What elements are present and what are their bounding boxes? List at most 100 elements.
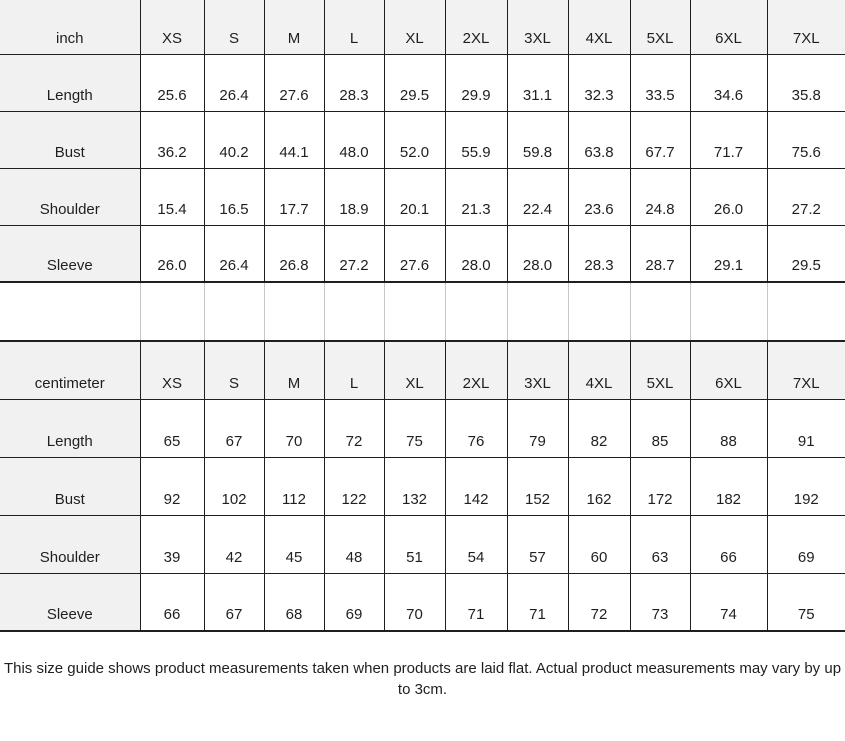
measurement-value-cell: 182 xyxy=(689,457,767,516)
measurement-value-cell: 102 xyxy=(203,457,264,516)
gap-column-line xyxy=(204,283,264,340)
measurement-value-cell: 79 xyxy=(506,399,568,458)
measurement-value-cell: 67 xyxy=(203,399,264,458)
measurement-value-cell: 66 xyxy=(139,573,204,632)
measurement-value-cell: 17.7 xyxy=(263,168,324,226)
measurement-value-cell: 69 xyxy=(323,573,384,632)
measurement-value-cell: 26.0 xyxy=(139,225,204,283)
measurement-value-cell: 28.0 xyxy=(444,225,507,283)
measurement-value-cell: 92 xyxy=(139,457,204,516)
measurement-value-cell: 74 xyxy=(689,573,767,632)
measurement-value-cell: 44.1 xyxy=(263,111,324,169)
measurement-value-cell: 26.0 xyxy=(689,168,767,226)
measurement-value-cell: 21.3 xyxy=(444,168,507,226)
measurement-value-cell: 71 xyxy=(506,573,568,632)
measurement-value-cell: 36.2 xyxy=(139,111,204,169)
measurement-value-cell: 26.8 xyxy=(263,225,324,283)
measurement-value-cell: 28.3 xyxy=(323,54,384,112)
size-header-cell: XL xyxy=(383,342,445,400)
row-label-cell: Bust xyxy=(0,111,140,169)
measurement-value-cell: 18.9 xyxy=(323,168,384,226)
measurement-value-cell: 66 xyxy=(689,515,767,574)
size-header-cell: M xyxy=(263,0,324,55)
measurement-value-cell: 67.7 xyxy=(629,111,690,169)
size-table-centimeter: centimeter XS S M L XL 2XL 3XL 4XL 5XL 6XL 7XL Lengt… xyxy=(0,342,845,632)
measurement-value-cell: 48 xyxy=(323,515,384,574)
measurement-value-cell: 31.1 xyxy=(506,54,568,112)
measurement-value-cell: 32.3 xyxy=(567,54,630,112)
measurement-value-cell: 59.8 xyxy=(506,111,568,169)
measurement-value-cell: 35.8 xyxy=(766,54,845,112)
size-header-cell: S xyxy=(203,0,264,55)
measurement-value-cell: 27.6 xyxy=(263,54,324,112)
gap-column-line xyxy=(384,283,445,340)
size-header-cell: 3XL xyxy=(506,0,568,55)
measurement-value-cell: 26.4 xyxy=(203,225,264,283)
measurement-value-cell: 15.4 xyxy=(139,168,204,226)
size-header-cell: 5XL xyxy=(629,0,690,55)
measurement-value-cell: 29.9 xyxy=(444,54,507,112)
measurement-value-cell: 75 xyxy=(766,573,845,632)
measurement-value-cell: 28.7 xyxy=(629,225,690,283)
measurement-value-cell: 71 xyxy=(444,573,507,632)
size-guide-note: This size guide shows product measuremen… xyxy=(3,660,842,698)
measurement-value-cell: 16.5 xyxy=(203,168,264,226)
gap-column-line xyxy=(264,283,324,340)
measurement-value-cell: 75.6 xyxy=(766,111,845,169)
measurement-value-cell: 60 xyxy=(567,515,630,574)
size-header-cell: 4XL xyxy=(567,0,630,55)
row-label-cell: Length xyxy=(0,399,140,458)
size-header-cell: XS xyxy=(139,342,204,400)
measurement-value-cell: 23.6 xyxy=(567,168,630,226)
measurement-value-cell: 192 xyxy=(766,457,845,516)
size-header-cell: 7XL xyxy=(766,0,845,55)
size-header-cell: 6XL xyxy=(689,342,767,400)
size-header-cell: 3XL xyxy=(506,342,568,400)
measurement-value-cell: 76 xyxy=(444,399,507,458)
measurement-value-cell: 48.0 xyxy=(323,111,384,169)
size-header-cell: 6XL xyxy=(689,0,767,55)
size-header-cell: XS xyxy=(139,0,204,55)
gap-column-line xyxy=(140,283,204,340)
measurement-value-cell: 42 xyxy=(203,515,264,574)
gap-column-line xyxy=(630,283,690,340)
measurement-value-cell: 91 xyxy=(766,399,845,458)
gap-column-line xyxy=(324,283,384,340)
measurement-value-cell: 152 xyxy=(506,457,568,516)
measurement-value-cell: 33.5 xyxy=(629,54,690,112)
measurement-value-cell: 29.5 xyxy=(766,225,845,283)
measurement-value-cell: 51 xyxy=(383,515,445,574)
measurement-value-cell: 70 xyxy=(383,573,445,632)
measurement-value-cell: 55.9 xyxy=(444,111,507,169)
measurement-value-cell: 122 xyxy=(323,457,384,516)
measurement-value-cell: 72 xyxy=(567,573,630,632)
measurement-value-cell: 69 xyxy=(766,515,845,574)
measurement-value-cell: 29.1 xyxy=(689,225,767,283)
measurement-value-cell: 67 xyxy=(203,573,264,632)
gap-column-line xyxy=(568,283,630,340)
measurement-value-cell: 65 xyxy=(139,399,204,458)
measurement-value-cell: 85 xyxy=(629,399,690,458)
size-header-cell: L xyxy=(323,342,384,400)
measurement-value-cell: 72 xyxy=(323,399,384,458)
measurement-value-cell: 88 xyxy=(689,399,767,458)
unit-label-cell: inch xyxy=(0,0,140,55)
size-header-cell: 5XL xyxy=(629,342,690,400)
measurement-value-cell: 24.8 xyxy=(629,168,690,226)
measurement-value-cell: 71.7 xyxy=(689,111,767,169)
measurement-value-cell: 27.2 xyxy=(766,168,845,226)
gap-column-line xyxy=(507,283,568,340)
measurement-value-cell: 73 xyxy=(629,573,690,632)
measurement-value-cell: 68 xyxy=(263,573,324,632)
gap-column-line xyxy=(767,283,845,340)
measurement-value-cell: 54 xyxy=(444,515,507,574)
measurement-value-cell: 82 xyxy=(567,399,630,458)
size-header-cell: L xyxy=(323,0,384,55)
measurement-value-cell: 20.1 xyxy=(383,168,445,226)
measurement-value-cell: 75 xyxy=(383,399,445,458)
size-header-cell: 7XL xyxy=(766,342,845,400)
row-label-cell: Shoulder xyxy=(0,168,140,226)
measurement-value-cell: 34.6 xyxy=(689,54,767,112)
measurement-value-cell: 27.2 xyxy=(323,225,384,283)
measurement-value-cell: 70 xyxy=(263,399,324,458)
